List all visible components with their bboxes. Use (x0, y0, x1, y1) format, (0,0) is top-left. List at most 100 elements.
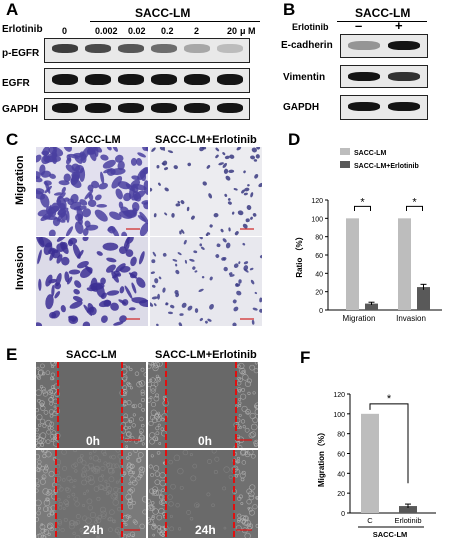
cell (249, 364, 255, 371)
cell (248, 494, 255, 501)
cell (101, 474, 104, 478)
dose-label: 0.02 (128, 26, 146, 36)
cell (239, 426, 242, 429)
cell (139, 523, 145, 530)
x-axis-label: SACC-LM (373, 530, 408, 539)
cell (131, 500, 136, 505)
cell (194, 502, 200, 508)
cell (204, 320, 208, 324)
cell (122, 403, 126, 407)
cell (246, 411, 250, 415)
cell (96, 534, 101, 538)
cell (89, 523, 95, 529)
cell (94, 194, 102, 201)
cell (186, 510, 191, 515)
blot-band (151, 44, 177, 53)
bar (399, 506, 417, 513)
cell (138, 251, 145, 265)
cell (142, 509, 146, 515)
cell (75, 534, 81, 538)
cell (124, 523, 128, 526)
cell (232, 322, 237, 326)
cell (108, 467, 115, 475)
cell (73, 496, 79, 502)
cell (241, 189, 245, 194)
cell (154, 278, 159, 284)
cell (228, 227, 231, 232)
cell (244, 451, 248, 455)
cell (255, 496, 258, 500)
cell (187, 305, 193, 311)
cell (92, 455, 99, 462)
cell (199, 243, 203, 247)
cell (132, 191, 142, 202)
cell (214, 456, 220, 462)
cell (84, 220, 91, 228)
cell (252, 307, 258, 311)
cell (105, 482, 110, 487)
cell (51, 377, 55, 381)
cell (84, 189, 94, 200)
cell (36, 453, 40, 460)
cell (233, 263, 239, 269)
cell (154, 393, 160, 398)
cell (72, 531, 76, 535)
wound-e-control-24h (36, 450, 146, 538)
cell (85, 517, 92, 524)
cell (127, 504, 134, 510)
cell (114, 463, 119, 469)
cell (115, 480, 119, 484)
cell (239, 450, 246, 456)
cell (49, 510, 55, 516)
cell (126, 466, 132, 472)
cell (129, 476, 136, 483)
cell (174, 290, 179, 295)
cell (108, 527, 113, 533)
blot-band (184, 103, 210, 113)
cell (129, 487, 135, 493)
cell (39, 432, 47, 439)
cell (238, 398, 242, 401)
cell (177, 252, 182, 256)
cell (164, 187, 169, 192)
cell (79, 199, 88, 206)
cell (36, 510, 42, 516)
cell (222, 238, 227, 243)
cell (223, 466, 230, 473)
blot-band (85, 103, 111, 113)
cell (148, 504, 154, 511)
cell (245, 408, 251, 415)
cell (249, 509, 255, 516)
cell (237, 387, 242, 392)
cell (113, 321, 124, 326)
cell (123, 425, 129, 431)
cell (109, 211, 122, 220)
cell (169, 514, 173, 518)
cell (36, 533, 43, 538)
cell (211, 503, 215, 508)
cell (37, 249, 42, 265)
cell (246, 488, 252, 495)
panel-a-title: SACC-LM (135, 6, 191, 20)
cell (122, 385, 128, 391)
cell (53, 383, 60, 390)
cell (40, 403, 44, 407)
cell (85, 265, 93, 274)
cell (99, 506, 106, 513)
cell (149, 414, 156, 421)
sig-bracket (369, 403, 409, 484)
wound-gap (58, 362, 122, 448)
cell (128, 185, 135, 199)
cell (248, 432, 255, 439)
cell (209, 303, 214, 310)
cell (66, 475, 72, 482)
cell (152, 435, 159, 442)
cell (75, 514, 81, 519)
cell (87, 474, 94, 482)
bar (398, 218, 411, 310)
cell (51, 310, 61, 319)
sig-star: * (360, 196, 365, 208)
cell (69, 301, 83, 309)
cell (151, 525, 156, 530)
cell (140, 397, 145, 402)
